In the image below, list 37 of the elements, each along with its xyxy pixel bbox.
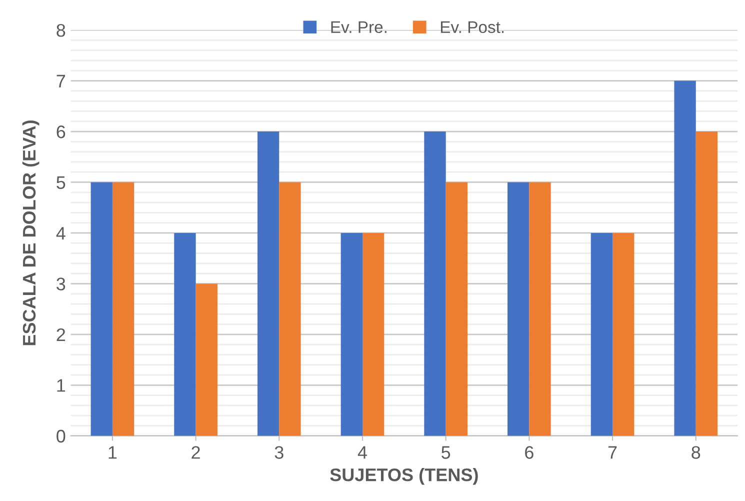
x-tick-label: 3: [274, 446, 284, 459]
y-tick-label: 5: [56, 176, 66, 189]
y-tick-label: 8: [56, 24, 66, 37]
y-tick-label: 3: [56, 278, 66, 290]
bar: [446, 182, 468, 436]
legend-label: Ev. Post.: [440, 21, 504, 34]
bar: [112, 182, 134, 436]
legend-label: Ev. Pre.: [331, 21, 386, 34]
bar: [362, 232, 384, 436]
y-axis-title: ESCALA DE DOLOR (EVA): [22, 120, 40, 346]
bar: [508, 182, 530, 436]
y-tick-label: 0: [56, 430, 66, 443]
x-axis-title: SUJETOS (TENS): [330, 468, 478, 485]
bar: [590, 232, 613, 436]
x-tick-label: 4: [358, 446, 367, 459]
x-tick-label: 5: [442, 446, 450, 459]
x-tick-label: 1: [108, 446, 117, 459]
bar: [674, 80, 696, 436]
x-tick-label: 6: [525, 446, 534, 459]
x-tick-label: 7: [608, 446, 617, 459]
x-tick-label: 2: [192, 446, 200, 459]
bar: [90, 182, 112, 436]
bar: [612, 232, 634, 436]
y-tick-label: 4: [56, 227, 66, 240]
x-tick-label: 8: [692, 446, 700, 459]
bar: [257, 132, 280, 436]
bar: [340, 232, 362, 436]
bar: [696, 132, 718, 436]
bar: [424, 132, 446, 436]
y-tick-label: 6: [56, 125, 66, 138]
bar: [529, 182, 551, 436]
y-tick-label: 1: [57, 379, 66, 392]
y-tick-label: 7: [56, 74, 66, 88]
bar: [279, 182, 301, 436]
bar: [174, 232, 196, 436]
bar: [196, 284, 218, 436]
y-tick-label: 2: [56, 328, 66, 341]
